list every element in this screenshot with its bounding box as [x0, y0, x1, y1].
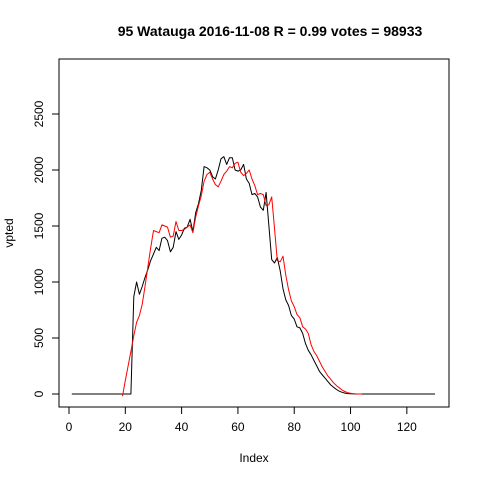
series-layer: [71, 156, 435, 397]
series-line-2: [122, 161, 362, 397]
x-tick-label: 20: [119, 420, 133, 434]
x-tick-label: 0: [66, 420, 73, 434]
y-axis-label: vpted: [2, 218, 16, 247]
y-tick-label: 2000: [32, 156, 46, 183]
x-axis: 0 20 40 60 80 100 120: [66, 406, 417, 434]
x-tick-label: 100: [341, 420, 361, 434]
series-line-1: [71, 156, 435, 395]
y-tick-label: 1000: [32, 268, 46, 295]
x-tick-label: 120: [397, 420, 417, 434]
y-tick-label: 1500: [32, 212, 46, 239]
y-tick-label: 2500: [32, 100, 46, 127]
x-tick-label: 80: [288, 420, 302, 434]
y-tick-label: 500: [32, 328, 46, 348]
x-tick-label: 40: [175, 420, 189, 434]
x-tick-label: 60: [231, 420, 245, 434]
x-axis-label: Index: [239, 451, 268, 465]
plot-frame: [58, 58, 450, 408]
y-tick-label: 0: [32, 390, 46, 397]
y-axis: 0 500 1000 1500 2000 2500: [32, 100, 60, 397]
chart-title: 95 Watauga 2016-11-08 R = 0.99 votes = 9…: [118, 23, 423, 39]
